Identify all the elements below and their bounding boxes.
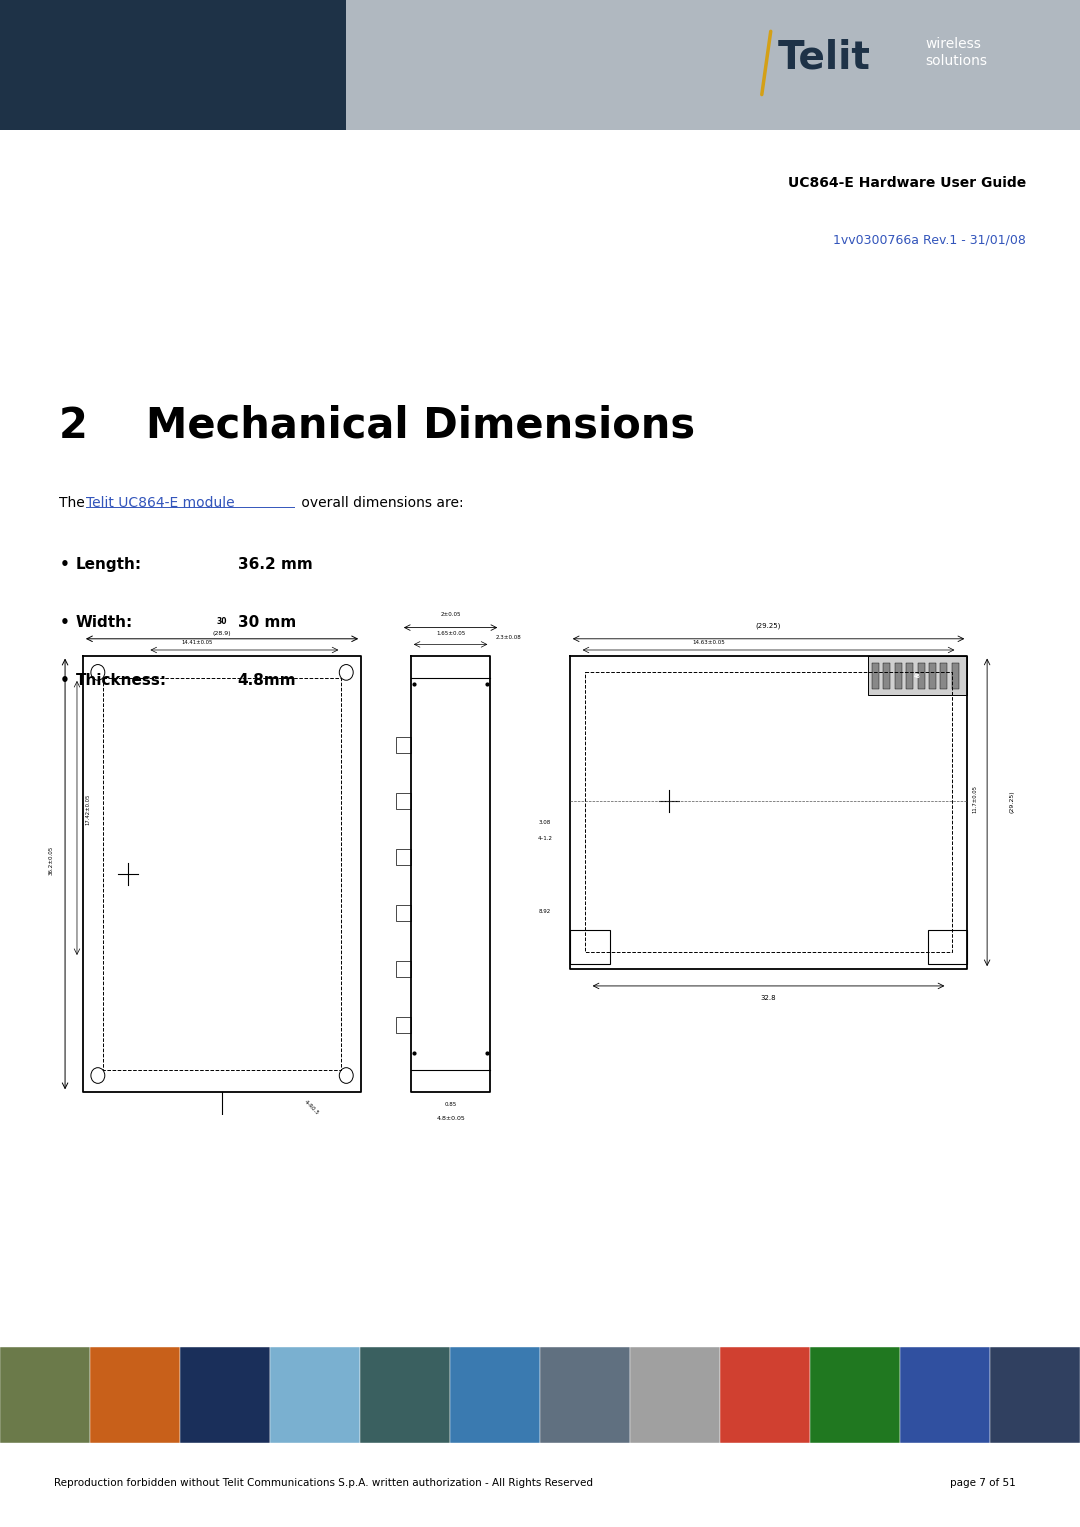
- Bar: [941, 663, 947, 689]
- Text: 8.92: 8.92: [539, 909, 551, 915]
- Bar: [928, 930, 968, 964]
- Text: (29.25): (29.25): [1010, 791, 1014, 814]
- Text: •: •: [59, 615, 69, 631]
- Bar: [868, 655, 968, 695]
- Text: 2.3±0.08: 2.3±0.08: [496, 635, 521, 640]
- Text: •: •: [59, 557, 69, 573]
- Text: 4.8±0.05: 4.8±0.05: [436, 1116, 465, 1121]
- Bar: [540, 1347, 630, 1443]
- Text: Telit UC864-E module: Telit UC864-E module: [86, 496, 235, 510]
- Bar: [270, 1347, 360, 1443]
- Text: (28.9): (28.9): [213, 632, 231, 637]
- Text: 36.2±0.05: 36.2±0.05: [49, 846, 54, 875]
- Bar: [630, 1347, 720, 1443]
- Bar: [720, 1347, 810, 1443]
- Bar: [906, 663, 913, 689]
- Text: Telit: Telit: [778, 38, 870, 76]
- Bar: [396, 794, 410, 809]
- Bar: [396, 962, 410, 977]
- Text: 30: 30: [217, 617, 227, 626]
- Bar: [900, 1347, 990, 1443]
- Bar: [894, 663, 902, 689]
- Text: 14.41±0.05: 14.41±0.05: [181, 640, 213, 646]
- Bar: [951, 663, 959, 689]
- Bar: [918, 663, 924, 689]
- Text: 4–1.2: 4–1.2: [538, 837, 553, 841]
- Bar: [872, 663, 879, 689]
- Text: 48: 48: [914, 673, 921, 680]
- Text: The: The: [59, 496, 90, 510]
- Bar: [90, 1347, 180, 1443]
- Text: Thickness:: Thickness:: [76, 673, 166, 689]
- Text: 1.65±0.05: 1.65±0.05: [436, 632, 465, 637]
- Bar: [570, 930, 609, 964]
- Text: 36.2 mm: 36.2 mm: [238, 557, 312, 573]
- Text: 4.8mm: 4.8mm: [238, 673, 296, 689]
- Bar: [0, 0, 346, 130]
- Text: 17.42±0.05: 17.42±0.05: [85, 793, 90, 825]
- Text: 11.7±0.05: 11.7±0.05: [973, 785, 977, 814]
- Text: •: •: [59, 673, 69, 689]
- Text: 2    Mechanical Dimensions: 2 Mechanical Dimensions: [59, 405, 696, 447]
- Text: 4–R0.5: 4–R0.5: [303, 1099, 320, 1116]
- Bar: [883, 663, 890, 689]
- Text: Length:: Length:: [76, 557, 141, 573]
- Text: UC864-E Hardware User Guide: UC864-E Hardware User Guide: [787, 176, 1026, 189]
- Text: 0.85: 0.85: [445, 1102, 457, 1107]
- Bar: [396, 906, 410, 921]
- Bar: [450, 1347, 540, 1443]
- Text: 1vv0300766a Rev.1 - 31/01/08: 1vv0300766a Rev.1 - 31/01/08: [833, 234, 1026, 247]
- Bar: [0, 1347, 90, 1443]
- Bar: [396, 1017, 410, 1032]
- Bar: [396, 849, 410, 864]
- Bar: [180, 1347, 270, 1443]
- Bar: [396, 738, 410, 753]
- Text: 14.63±0.05: 14.63±0.05: [692, 640, 726, 646]
- Text: 3.08: 3.08: [539, 820, 551, 825]
- Bar: [346, 0, 1080, 130]
- Text: Reproduction forbidden without Telit Communications S.p.A. written authorization: Reproduction forbidden without Telit Com…: [54, 1478, 593, 1487]
- Text: wireless
solutions: wireless solutions: [926, 37, 987, 69]
- Text: 32.8: 32.8: [760, 996, 777, 1002]
- Text: overall dimensions are:: overall dimensions are:: [297, 496, 463, 510]
- Text: Width:: Width:: [76, 615, 133, 631]
- Text: page 7 of 51: page 7 of 51: [950, 1478, 1016, 1487]
- Bar: [810, 1347, 900, 1443]
- Text: 30 mm: 30 mm: [238, 615, 296, 631]
- Bar: [929, 663, 936, 689]
- Bar: [360, 1347, 450, 1443]
- Bar: [990, 1347, 1080, 1443]
- Text: 2±0.05: 2±0.05: [441, 612, 461, 617]
- Text: (29.25): (29.25): [756, 623, 781, 629]
